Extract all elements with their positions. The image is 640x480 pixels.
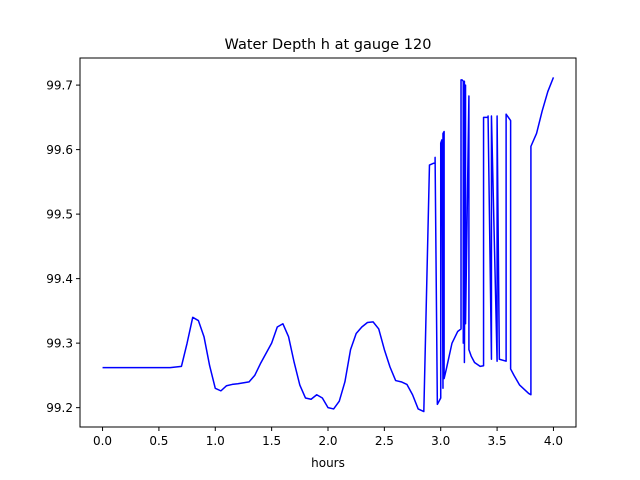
x-tick-label: 0.0 — [93, 434, 112, 448]
x-axis: 0.0 0.5 1.0 1.5 2.0 2.5 3.0 3.5 4.0 — [93, 427, 563, 448]
plot-area — [102, 77, 555, 413]
x-tick-label: 2.5 — [375, 434, 394, 448]
x-tick-label: 3.5 — [488, 434, 507, 448]
x-tick-label: 4.0 — [544, 434, 563, 448]
y-tick-label: 99.4 — [46, 272, 73, 286]
y-tick-label: 99.5 — [46, 208, 73, 222]
y-axis: 99.2 99.3 99.4 99.5 99.6 99.7 — [46, 79, 80, 415]
x-tick-label: 3.0 — [431, 434, 450, 448]
x-tick-label: 0.5 — [149, 434, 168, 448]
y-tick-label: 99.2 — [46, 401, 73, 415]
y-tick-label: 99.7 — [46, 79, 73, 93]
x-tick-label: 1.5 — [262, 434, 281, 448]
chart-title: Water Depth h at gauge 120 — [225, 37, 432, 53]
x-tick-label: 1.0 — [206, 434, 225, 448]
series-line — [102, 77, 555, 413]
y-tick-label: 99.3 — [46, 337, 73, 351]
x-axis-label: hours — [311, 456, 345, 470]
y-tick-label: 99.6 — [46, 143, 73, 157]
x-tick-label: 2.0 — [318, 434, 337, 448]
